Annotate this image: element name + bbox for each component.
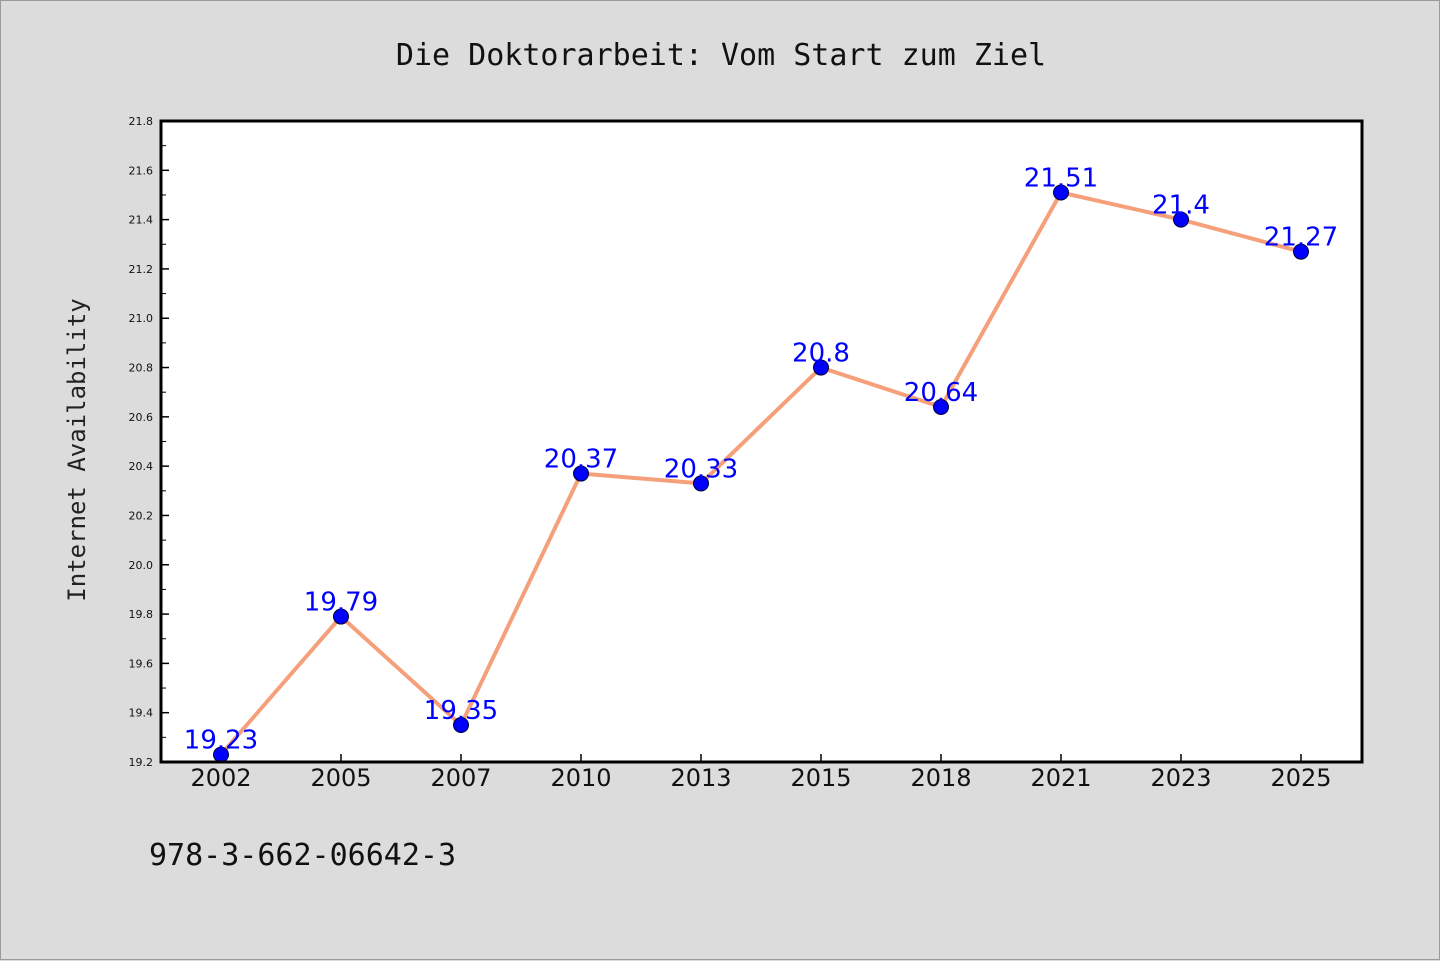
- y-tick-label: 19.6: [129, 657, 154, 670]
- x-tick-label: 2023: [1150, 764, 1211, 792]
- data-point: [813, 359, 829, 376]
- data-point: [933, 398, 949, 415]
- data-label: 21.4: [1152, 191, 1210, 221]
- plot-border: [159, 119, 1364, 764]
- data-point: [573, 465, 589, 482]
- x-tick-label: 2013: [670, 764, 731, 792]
- data-point: [1293, 243, 1309, 260]
- y-tick-label: 20.2: [129, 509, 154, 522]
- data-label: 21.51: [1024, 163, 1098, 193]
- y-tick-label: 21.4: [129, 214, 154, 227]
- data-label: 20.37: [544, 445, 618, 475]
- series-line: [219, 190, 1303, 757]
- data-label: 19.35: [424, 696, 498, 726]
- x-tick-label: 2002: [190, 764, 251, 792]
- y-tick-label: 21.0: [129, 312, 154, 325]
- y-tick-label: 20.8: [129, 362, 154, 375]
- y-tick-label: 20.0: [129, 559, 154, 572]
- y-tick-label: 19.8: [129, 608, 154, 621]
- plot-area: [161, 121, 1362, 762]
- x-tick-label: 2021: [1030, 764, 1091, 792]
- x-tick-label: 2015: [790, 764, 851, 792]
- y-tick-label: 19.4: [129, 707, 154, 720]
- data-point: [693, 475, 709, 492]
- series-group: [213, 184, 1309, 763]
- data-point: [453, 717, 469, 734]
- isbn-footer: 978-3-662-06642-3: [149, 838, 456, 873]
- x-tick-label: 2018: [910, 764, 971, 792]
- x-tick-label: 2010: [550, 764, 611, 792]
- x-tick-label: 2007: [430, 764, 491, 792]
- y-tick-label: 21.2: [129, 263, 154, 276]
- data-point: [1173, 211, 1189, 228]
- data-label: 21.27: [1264, 223, 1338, 253]
- y-tick-label: 19.2: [129, 756, 154, 769]
- data-label: 20.8: [792, 339, 850, 369]
- data-point: [1053, 184, 1069, 201]
- y-tick-label: 21.6: [129, 164, 154, 177]
- y-tick-label: 21.8: [129, 115, 154, 128]
- x-tick-label: 2005: [310, 764, 371, 792]
- chart-title: Die Doktorarbeit: Vom Start zum Ziel: [396, 38, 1046, 73]
- y-tick-label: 20.6: [129, 411, 154, 424]
- y-tick-label: 20.4: [129, 460, 154, 473]
- x-axis: 2002 2005 2007 2010 2013 2015 2018 2021 2023 2025: [190, 754, 1332, 792]
- data-label: 19.23: [184, 726, 258, 756]
- data-point: [333, 608, 349, 625]
- x-tick-label: 2025: [1270, 764, 1331, 792]
- y-axis-label: Internet Availability: [63, 298, 91, 601]
- data-label: 20.33: [664, 454, 738, 484]
- y-axis: 19.2 19.4 19.6 19.8 20.0 20.2 20.4 20.6 20.8 21.0…: [129, 115, 169, 769]
- data-label: 20.64: [904, 378, 978, 408]
- data-label: 19.79: [304, 588, 378, 618]
- data-labels-group: 19.23 19.79 19.35 20.37 20.33 20.8 20.64 21.51 2…: [184, 163, 1338, 755]
